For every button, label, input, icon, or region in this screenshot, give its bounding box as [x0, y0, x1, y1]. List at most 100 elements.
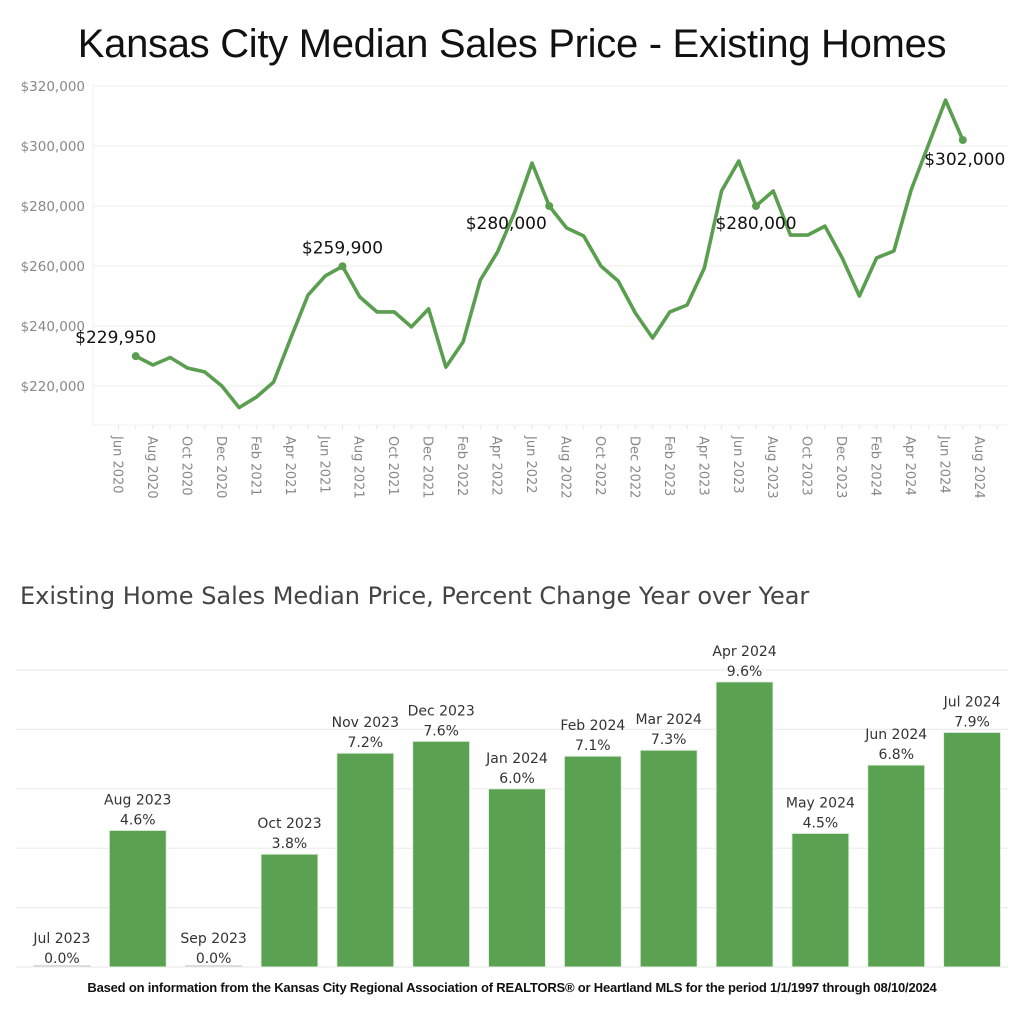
data-point-jan-2022 — [444, 365, 448, 369]
data-point-sep-2022 — [582, 234, 586, 238]
data-point-jun-2024 — [944, 98, 948, 102]
line-chart: $220,000 $240,000 $260,000 $280,000 $300,000… — [21, 79, 1008, 499]
y-tick-label: $320,000 — [21, 79, 85, 95]
bar-aug-2023 — [108, 829, 167, 968]
x-tick-label: Jun 2023 — [730, 435, 745, 494]
data-point-jan-2021 — [237, 406, 241, 410]
bar-value-label: 0.0% — [44, 951, 80, 967]
bar-value-label: 7.6% — [423, 723, 459, 739]
x-tick-label: Aug 2022 — [557, 436, 572, 499]
bar-value-label: 9.6% — [727, 664, 763, 680]
bar-feb-2024 — [563, 755, 622, 968]
bar-category-label: Oct 2023 — [257, 816, 321, 832]
annotated-point — [545, 202, 554, 210]
x-tick-label: Jun 2024 — [937, 435, 952, 494]
bar-value-label: 4.6% — [120, 812, 156, 828]
x-tick-label: Feb 2023 — [661, 436, 676, 496]
x-tick-label: Apr 2023 — [695, 436, 710, 496]
x-tick-label: Feb 2021 — [247, 436, 262, 496]
x-tick-label: Apr 2022 — [489, 436, 504, 496]
bar-may-2024 — [791, 832, 850, 968]
data-point-aug-2021 — [358, 295, 362, 299]
x-tick-label: Dec 2021 — [420, 436, 435, 498]
bar-dec-2023 — [412, 740, 471, 968]
data-point-may-2021 — [306, 293, 310, 297]
bar-sep-2023 — [185, 965, 243, 967]
data-point-feb-2023 — [668, 310, 672, 314]
data-point-dec-2023 — [840, 256, 844, 260]
data-point-mar-2024 — [892, 249, 896, 253]
data-point-dec-2020 — [220, 384, 224, 388]
bar-value-label: 7.1% — [575, 738, 611, 754]
x-tick-label: Oct 2023 — [799, 436, 814, 496]
bar-value-label: 7.3% — [651, 732, 687, 748]
source-footnote: Based on information from the Kansas Cit… — [87, 980, 937, 995]
bar-category-label: Apr 2024 — [712, 644, 776, 660]
x-tick-label: Jun 2022 — [523, 435, 538, 494]
bar-value-label: 6.0% — [499, 771, 535, 787]
bar-nov-2023 — [336, 752, 395, 968]
data-point-dec-2022 — [633, 311, 637, 315]
x-tick-label: Jun 2020 — [110, 435, 125, 494]
annotated-point — [131, 352, 140, 361]
x-tick-label: Apr 2021 — [282, 436, 297, 496]
data-point-mar-2021 — [272, 380, 276, 384]
bar-oct-2023 — [260, 853, 319, 968]
bar-value-label: 6.8% — [878, 747, 914, 763]
y-tick-label: $240,000 — [21, 319, 85, 335]
x-tick-label: Oct 2021 — [385, 436, 400, 496]
x-tick-label: Feb 2022 — [454, 436, 469, 496]
annotation-label: $229,950 — [75, 328, 156, 348]
bar-value-label: 7.2% — [348, 735, 384, 751]
data-point-aug-2022 — [564, 226, 568, 230]
x-tick-label: Aug 2023 — [764, 436, 779, 499]
y-tick-label: $280,000 — [21, 199, 85, 215]
bar-category-label: Jul 2024 — [943, 694, 1001, 710]
data-point-aug-2020 — [151, 363, 155, 367]
x-tick-label: Aug 2021 — [351, 436, 366, 499]
annotation-label: $259,900 — [302, 238, 383, 258]
y-tick-label: $220,000 — [21, 379, 85, 395]
data-point-jan-2024 — [857, 294, 861, 298]
data-point-may-2024 — [926, 143, 930, 147]
x-tick-label: Dec 2023 — [833, 436, 848, 498]
data-point-feb-2024 — [875, 256, 879, 260]
data-point-sep-2020 — [168, 356, 172, 359]
bar-jul-2024 — [943, 731, 1002, 968]
bar-category-label: Mar 2024 — [635, 712, 702, 728]
bar-apr-2024 — [715, 681, 774, 968]
data-point-sep-2023 — [788, 233, 792, 237]
data-point-mar-2023 — [685, 303, 689, 307]
data-point-apr-2022 — [496, 250, 500, 254]
x-tick-label: Dec 2020 — [213, 436, 228, 498]
bar-category-label: May 2024 — [786, 795, 855, 811]
data-point-feb-2021 — [254, 395, 258, 399]
x-tick-label: Aug 2020 — [144, 436, 159, 499]
bar-category-label: Jan 2024 — [485, 751, 548, 767]
data-point-nov-2022 — [616, 279, 620, 283]
bar-chart-title: Existing Home Sales Median Price, Percen… — [20, 582, 810, 610]
annotated-point — [958, 136, 967, 144]
data-point-aug-2023 — [771, 189, 775, 193]
data-point-oct-2020 — [185, 366, 189, 370]
data-point-dec-2021 — [427, 307, 431, 311]
annotated-point — [752, 202, 761, 210]
data-point-jun-2023 — [737, 159, 741, 163]
bar-jun-2024 — [867, 764, 926, 968]
y-tick-label: $300,000 — [21, 139, 85, 155]
data-point-jan-2023 — [651, 336, 655, 340]
data-point-apr-2021 — [289, 336, 293, 340]
bar-category-label: Dec 2023 — [408, 703, 475, 719]
data-point-jun-2022 — [530, 161, 534, 165]
data-point-nov-2023 — [823, 224, 827, 228]
bar-value-label: 7.9% — [954, 714, 990, 730]
x-tick-label: Oct 2022 — [592, 436, 607, 496]
bar-mar-2024 — [639, 749, 698, 968]
bar-value-label: 3.8% — [272, 836, 308, 852]
bar-category-label: Jul 2023 — [32, 931, 90, 947]
data-point-mar-2022 — [478, 278, 482, 282]
x-tick-label: Aug 2024 — [971, 436, 986, 499]
x-tick-label: Apr 2024 — [902, 436, 917, 496]
data-point-apr-2023 — [702, 266, 706, 270]
data-point-nov-2020 — [203, 370, 207, 374]
